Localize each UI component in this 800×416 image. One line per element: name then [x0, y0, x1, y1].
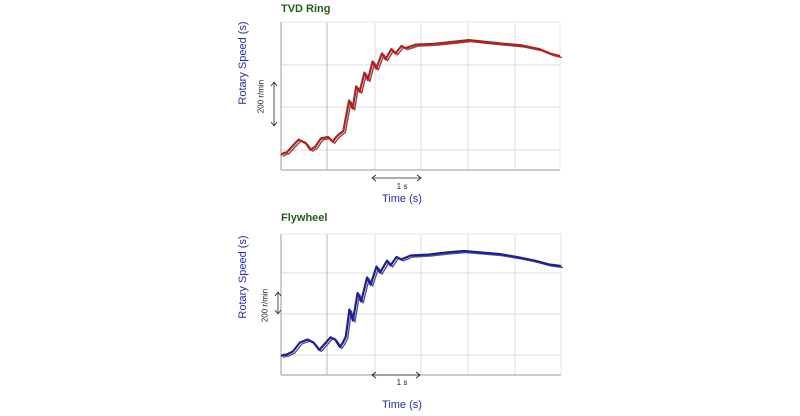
x-scale-bar-arrows — [371, 371, 421, 379]
x-scale-bar-arrows — [371, 174, 422, 182]
x-axis-label: Time (s) — [382, 399, 422, 411]
x-scale-label: 1 s — [396, 378, 408, 387]
x-axis-label: Time (s) — [382, 193, 422, 205]
series-line-simulated — [282, 251, 564, 359]
series-line-simulated — [282, 40, 563, 158]
x-scale-label: 1 s — [396, 182, 408, 191]
chart-title: TVD Ring — [281, 3, 331, 15]
chart-title: Flywheel — [281, 212, 328, 224]
y-scale-bar-arrows — [274, 291, 282, 315]
series-line-measured — [280, 39, 561, 156]
series-line-measured — [280, 249, 562, 358]
y-scale-bar-arrows — [270, 81, 278, 127]
grid — [281, 22, 560, 170]
